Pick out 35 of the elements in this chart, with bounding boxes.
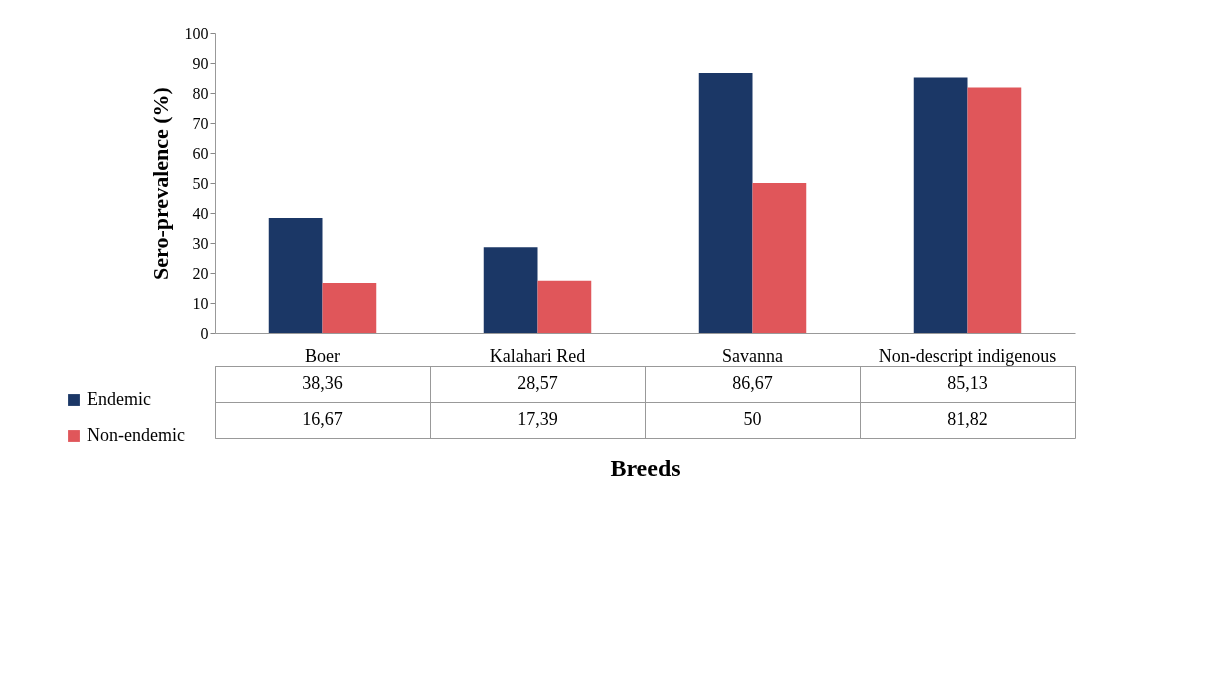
y-tick-label: 80 <box>192 84 209 102</box>
y-tick-label: 100 <box>184 24 209 42</box>
y-axis-title: Sero-prevalence (%) <box>147 87 173 280</box>
bar <box>698 72 753 333</box>
data-label: 86,67 <box>732 373 773 393</box>
y-tick-label: 0 <box>200 324 209 342</box>
y-tick-label: 50 <box>192 174 209 192</box>
bar <box>537 280 592 333</box>
x-tick-label: Savanna <box>722 345 783 366</box>
data-label: 38,36 <box>302 373 343 393</box>
data-label: 85,13 <box>947 373 988 393</box>
x-axis-title: Breeds <box>610 454 681 481</box>
y-tick-label: 20 <box>192 264 209 282</box>
x-tick-label: Boer <box>305 345 340 366</box>
data-label: 16,67 <box>302 409 343 429</box>
bar <box>483 247 538 333</box>
data-label: 81,82 <box>947 409 988 429</box>
data-label: 50 <box>743 409 762 429</box>
x-tick-label: Non-descript indigenous <box>878 345 1057 366</box>
legend-label: Endemic <box>87 389 151 409</box>
y-tick-label: 70 <box>192 114 209 132</box>
data-label: 28,57 <box>517 373 558 393</box>
bar <box>967 87 1022 333</box>
x-tick-label: Kalahari Red <box>489 345 586 366</box>
bar <box>752 183 807 333</box>
y-tick-label: 30 <box>192 234 209 252</box>
y-tick-label: 10 <box>192 294 209 312</box>
bar <box>268 217 323 333</box>
legend-label: Non-endemic <box>87 425 185 445</box>
y-tick-label: 40 <box>192 204 209 222</box>
y-tick-label: 60 <box>192 144 209 162</box>
y-tick-label: 90 <box>192 54 209 72</box>
data-label: 17,39 <box>517 409 558 429</box>
bar <box>913 77 968 333</box>
bar <box>322 282 377 333</box>
